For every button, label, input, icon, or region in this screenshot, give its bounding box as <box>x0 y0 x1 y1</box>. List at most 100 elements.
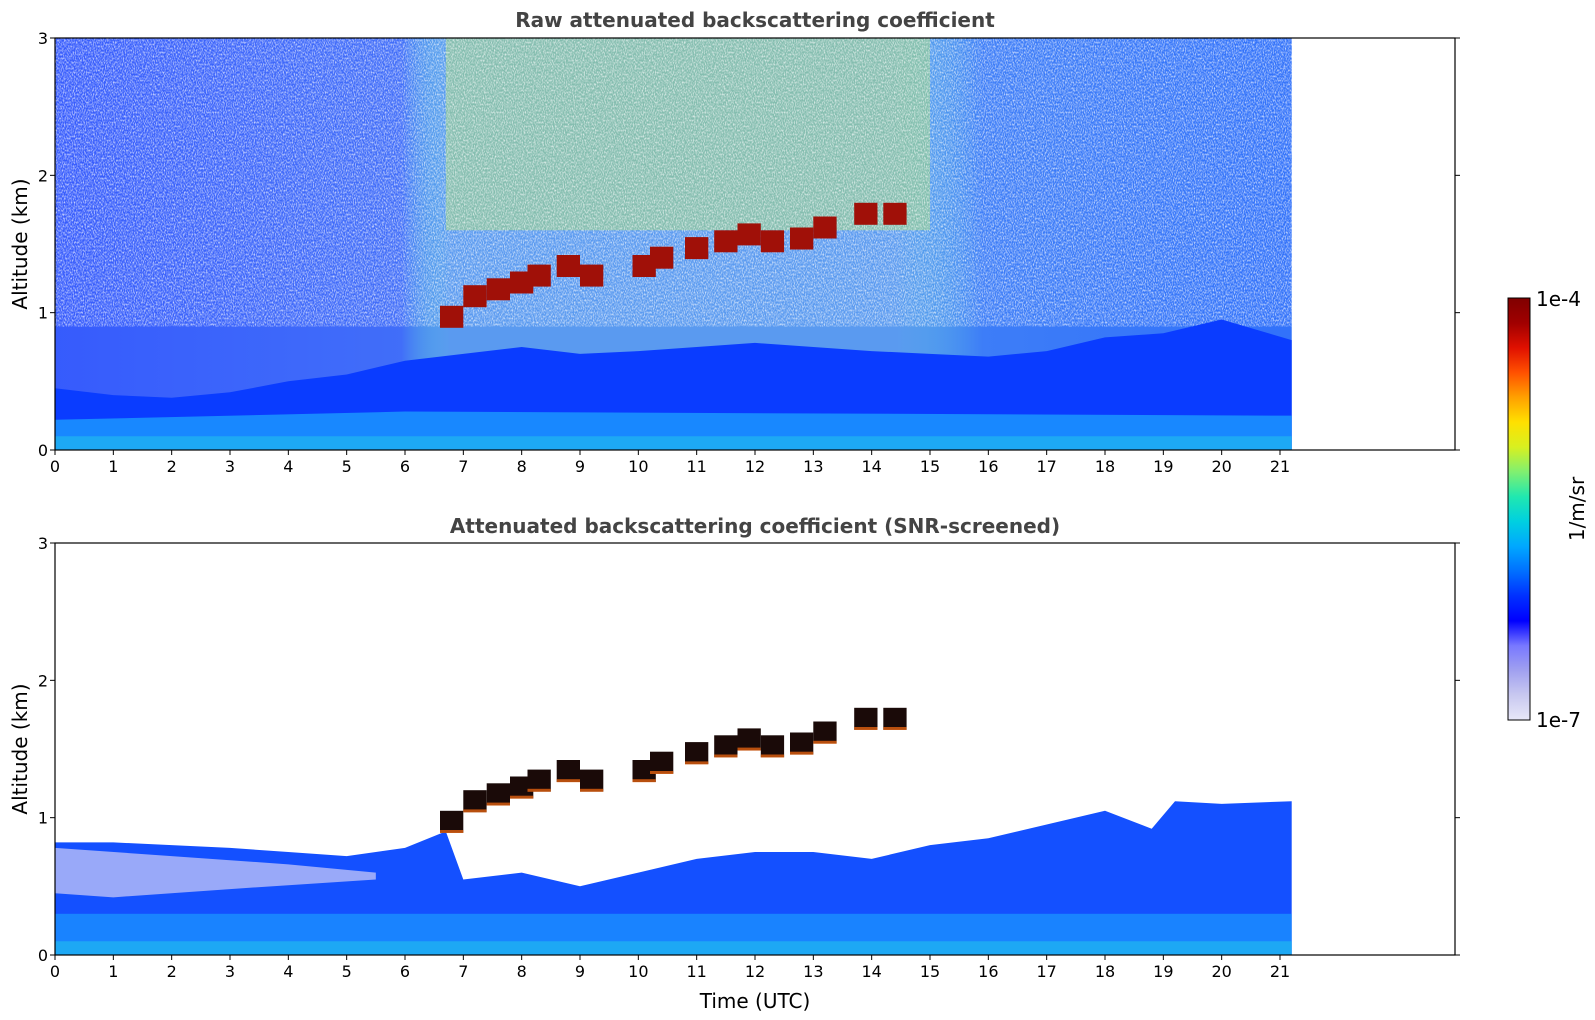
x-tick-label: 12 <box>745 962 765 981</box>
x-tick-label: 0 <box>50 457 60 476</box>
x-tick-label: 19 <box>1153 457 1173 476</box>
x-tick-label: 16 <box>978 962 998 981</box>
cloud-segment-edge <box>440 830 464 833</box>
x-tick-label: 18 <box>1095 962 1115 981</box>
x-tick-label: 2 <box>167 457 177 476</box>
raw-speckle <box>55 38 1292 327</box>
x-tick-label: 18 <box>1095 457 1115 476</box>
screened-aerosol-top <box>55 847 376 898</box>
x-tick-label: 10 <box>628 962 648 981</box>
cloud-segment <box>760 230 785 253</box>
cloud-segment-edge <box>760 754 785 758</box>
cloud-segment-edge <box>685 761 709 765</box>
cloud-segment <box>580 769 604 792</box>
x-tick-label: 17 <box>1036 457 1056 476</box>
x-tick-label: 15 <box>920 962 940 981</box>
cloud-segment <box>854 202 878 225</box>
x-tick-label: 1 <box>108 457 118 476</box>
x-tick-label: 1 <box>108 962 118 981</box>
y-tick-label: 3 <box>38 29 48 48</box>
cloud-segment-edge <box>510 795 534 799</box>
x-tick-label: 21 <box>1270 457 1290 476</box>
cloud-segment <box>813 216 837 239</box>
cloud-segment <box>580 264 604 287</box>
cloud-segment <box>813 721 837 744</box>
cloud-segment <box>486 278 510 301</box>
x-tick-label: 4 <box>283 457 293 476</box>
x-tick-label: 5 <box>342 457 352 476</box>
panel-screened: Attenuated backscattering coefficient (S… <box>8 514 1460 1013</box>
cloud-segment <box>527 264 551 287</box>
x-tick-label: 4 <box>283 962 293 981</box>
cloud-segment-edge <box>813 740 837 744</box>
cloud-segment-edge <box>463 809 487 813</box>
cloud-segment-edge <box>486 802 510 806</box>
y-tick-label: 3 <box>38 534 48 553</box>
cloud-segment <box>854 707 878 730</box>
x-tick-label: 6 <box>400 962 410 981</box>
cloud-segment <box>685 237 709 260</box>
x-tick-label: 14 <box>861 457 881 476</box>
x-tick-label: 12 <box>745 457 765 476</box>
x-tick-label: 6 <box>400 457 410 476</box>
x-tick-label: 21 <box>1270 962 1290 981</box>
y-tick-label: 1 <box>38 304 48 323</box>
x-tick-label: 15 <box>920 457 940 476</box>
x-tick-label: 19 <box>1153 962 1173 981</box>
x-tick-label: 8 <box>517 962 527 981</box>
y-tick-label: 0 <box>38 441 48 460</box>
x-axis-label: Time (UTC) <box>699 989 811 1013</box>
cloud-segment-edge <box>580 788 604 792</box>
colorbar-gradient <box>1507 297 1531 721</box>
raw-near-ground <box>55 436 1292 450</box>
x-tick-label: 7 <box>458 962 468 981</box>
x-tick-label: 3 <box>225 457 235 476</box>
cloud-segment <box>510 776 534 799</box>
colorbar-unit-label: 1/m/sr <box>1565 476 1589 541</box>
cloud-segment-edge <box>854 727 878 730</box>
y-tick-label: 0 <box>38 946 48 965</box>
y-tick-label: 1 <box>38 809 48 828</box>
x-tick-label: 3 <box>225 962 235 981</box>
raw-y-axis-label: Altitude (km) <box>8 178 32 309</box>
cloud-segment <box>463 790 487 813</box>
cloud-segment <box>632 255 656 277</box>
x-tick-label: 16 <box>978 457 998 476</box>
x-tick-label: 14 <box>861 962 881 981</box>
panel-raw: Raw attenuated backscattering coefficien… <box>8 8 1460 476</box>
x-tick-label: 13 <box>803 962 823 981</box>
x-tick-label: 9 <box>575 962 585 981</box>
cloud-segment <box>440 305 464 328</box>
x-tick-label: 0 <box>50 962 60 981</box>
cloud-segment <box>737 728 761 751</box>
cloud-segment <box>883 707 907 730</box>
y-tick-label: 2 <box>38 671 48 690</box>
x-tick-label: 13 <box>803 457 823 476</box>
cloud-segment <box>527 769 551 792</box>
colorbar-max-label: 1e-4 <box>1536 287 1581 311</box>
cloud-segment <box>556 255 580 277</box>
cloud-segment <box>685 742 709 765</box>
panel-raw-title: Raw attenuated backscattering coefficien… <box>515 8 995 32</box>
screened-near-ground <box>55 941 1292 955</box>
raw-heatmap <box>55 38 1292 450</box>
cloud-segment <box>714 230 738 253</box>
cloud-segment <box>790 732 814 755</box>
cloud-segment-edge <box>714 754 738 758</box>
cloud-segment <box>737 223 761 246</box>
x-tick-label: 2 <box>167 962 177 981</box>
x-tick-label: 9 <box>575 457 585 476</box>
y-tick-label: 2 <box>38 166 48 185</box>
screened-heatmap <box>55 707 1292 955</box>
colorbar-min-label: 1e-7 <box>1536 708 1581 732</box>
x-tick-label: 7 <box>458 457 468 476</box>
x-tick-label: 10 <box>628 457 648 476</box>
cloud-segment <box>650 246 674 269</box>
cloud-segment <box>510 271 534 294</box>
panel-screened-title: Attenuated backscattering coefficient (S… <box>450 514 1060 538</box>
x-tick-label: 11 <box>686 962 706 981</box>
x-tick-label: 11 <box>686 457 706 476</box>
cloud-segment <box>632 760 656 782</box>
